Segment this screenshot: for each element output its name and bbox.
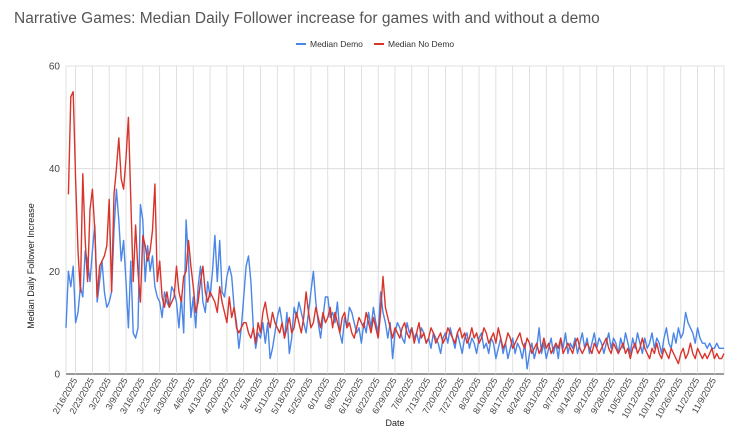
y-axis-title: Median Daily Follower Increase [26,203,36,329]
x-axis-title: Date [385,418,404,428]
legend-label: Median No Demo [388,39,454,49]
legend: Median Demo Median No Demo [296,39,454,49]
y-tick-label: 40 [49,164,61,175]
legend-label: Median Demo [310,39,363,49]
series-line-median-no-demo [67,91,725,365]
y-tick-label: 0 [54,370,60,381]
x-axis-ticks: 2/16/20252/23/20253/2/20253/9/20253/16/2… [51,376,718,420]
chart-title: Narrative Games: Median Daily Follower i… [14,10,600,27]
series-line-median-demo [65,188,724,370]
y-tick-label: 20 [49,267,61,278]
y-axis-ticks: 0 20 40 60 [49,62,61,381]
series [65,91,725,370]
y-tick-label: 60 [49,62,61,73]
